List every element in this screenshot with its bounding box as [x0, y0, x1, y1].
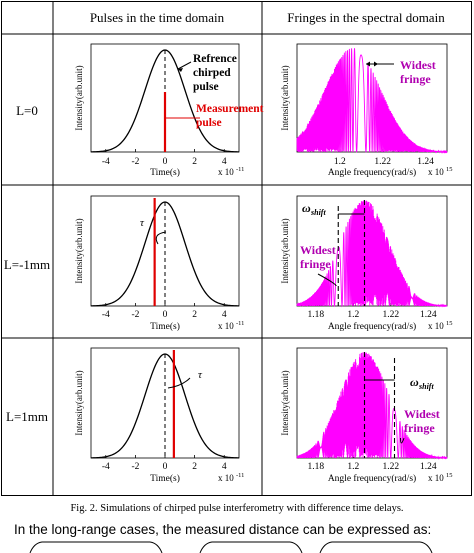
spectral-xtick-label: 1.18	[307, 310, 324, 320]
tau-arrow	[167, 377, 191, 389]
spectral-exponent: x 10	[428, 167, 444, 177]
row-label-lm1: L=-1mm	[4, 257, 50, 272]
header-time-domain: Pulses in the time domain	[90, 10, 225, 25]
widest-arrowhead-left	[366, 61, 370, 67]
time-xtick-label: -4	[102, 462, 110, 472]
ref-pulse-label: Refrence	[193, 53, 237, 65]
spectral-xlabel: Angle frequency(rad/s)	[328, 321, 416, 332]
spectral-exponent-power: 15	[446, 320, 453, 327]
spectral-exponent-power: 15	[446, 472, 453, 479]
tau-label: τ	[140, 217, 145, 229]
time-xtick-label: -4	[102, 310, 110, 320]
spectral-xtick-label: 1.22	[382, 462, 399, 472]
time-xtick-label: 0	[163, 310, 168, 320]
ref-pulse-arrowhead	[178, 68, 183, 72]
spectral-exponent-power: 15	[446, 166, 453, 173]
widest-fringe-label: Widest	[400, 58, 436, 72]
time-xtick-label: 0	[163, 462, 168, 472]
spectral-axes-2	[296, 347, 448, 459]
time-ylabel: Intensity(arb.unit)	[74, 370, 84, 435]
fringe-signal	[296, 48, 448, 154]
widest-fringe-arrow	[317, 273, 337, 287]
widest-fringe-arrow	[400, 437, 405, 444]
time-xtick-label: 4	[222, 462, 227, 472]
time-xtick-label: 2	[192, 157, 197, 167]
spectral-ylabel: Intensity(arb.unit)	[280, 65, 290, 130]
spectral-axes-1	[296, 195, 448, 307]
spectral-ylabel: Intensity(arb.unit)	[280, 218, 290, 283]
ref-pulse-label: chirped	[193, 67, 231, 79]
meas-pulse-label: Measurement	[196, 103, 264, 115]
widest-fringe-label: fringe	[404, 421, 435, 435]
spectral-xtick-label: 1.2	[347, 310, 359, 320]
ref-pulse-label: pulse	[193, 81, 219, 93]
spectral-xtick-label: 1.22	[374, 157, 391, 167]
spectral-xtick-label: 1.22	[382, 310, 399, 320]
spectral-ylabel: Intensity(arb.unit)	[280, 370, 290, 435]
time-xtick-label: 2	[192, 462, 197, 472]
widest-fringe-label: fringe	[400, 72, 431, 86]
equation-fragment	[29, 541, 433, 553]
spectral-xtick-label: 1.2	[347, 462, 359, 472]
spectral-xtick-label: 1.24	[417, 157, 434, 167]
tau-arrow	[155, 231, 167, 245]
fringe-signal	[296, 352, 448, 460]
spectral-axes-0	[296, 43, 448, 153]
ref-pulse-arrow	[177, 61, 192, 70]
time-xtick-label: 0	[163, 157, 168, 167]
widest-fringe-label: Widest	[404, 407, 440, 421]
table-grid	[1, 1, 472, 496]
meas-pulse-label: pulse	[196, 117, 222, 129]
spectral-xtick-label: 1.18	[307, 462, 324, 472]
figure-caption: Fig. 2. Simulations of chirped pulse int…	[70, 503, 404, 514]
time-exponent: x 10	[218, 321, 234, 331]
omega-sub-label: shift	[310, 208, 326, 217]
widest-fringe-label: Widest	[300, 243, 336, 257]
time-exponent: x 10	[218, 473, 234, 483]
time-xtick-label: 4	[222, 310, 227, 320]
time-ylabel: Intensity(arb.unit)	[74, 218, 84, 283]
figure-table: Pulses in the time domain Fringes in the…	[1, 1, 472, 496]
time-xlabel: Time(s)	[150, 321, 180, 332]
spectral-xtick-label: 1.2	[334, 157, 346, 167]
time-xtick-label: 4	[222, 157, 227, 167]
time-xtick-label: -2	[131, 157, 139, 167]
time-exponent: x 10	[218, 167, 234, 177]
time-xtick-label: -4	[102, 157, 110, 167]
widest-arrowhead-right	[374, 61, 378, 67]
time-ylabel: Intensity(arb.unit)	[74, 65, 84, 130]
omega-sub-label: shift	[418, 382, 434, 391]
widest-fringe-label: fringe	[300, 257, 331, 271]
time-exponent-power: -11	[236, 166, 244, 173]
row-label-l0: L=0	[16, 103, 38, 118]
time-xtick-label: 2	[192, 310, 197, 320]
header-spectral-domain: Fringes in the spectral domain	[287, 10, 445, 25]
time-exponent-power: -11	[236, 472, 244, 479]
time-xlabel: Time(s)	[150, 167, 180, 178]
time-xtick-label: -2	[131, 310, 139, 320]
omega-label: ω	[410, 375, 419, 389]
body-paragraph: In the long-range cases, the measured di…	[14, 522, 432, 537]
spectral-xtick-label: 1.24	[420, 310, 437, 320]
omega-label: ω	[302, 201, 311, 215]
time-xtick-label: -2	[131, 462, 139, 472]
tau-label: τ	[198, 369, 203, 381]
time-xlabel: Time(s)	[150, 473, 180, 484]
spectral-xlabel: Angle frequency(rad/s)	[328, 473, 416, 484]
spectral-xtick-label: 1.24	[420, 462, 437, 472]
fringe-signal	[296, 200, 448, 308]
time-exponent-power: -11	[236, 320, 244, 327]
spectral-xlabel: Angle frequency(rad/s)	[328, 167, 416, 178]
ref-pulse-annotation: Refrence chirped pulse	[193, 53, 237, 93]
spectral-exponent: x 10	[428, 321, 444, 331]
row-label-l1: L=1mm	[6, 409, 48, 424]
spectral-exponent: x 10	[428, 473, 444, 483]
